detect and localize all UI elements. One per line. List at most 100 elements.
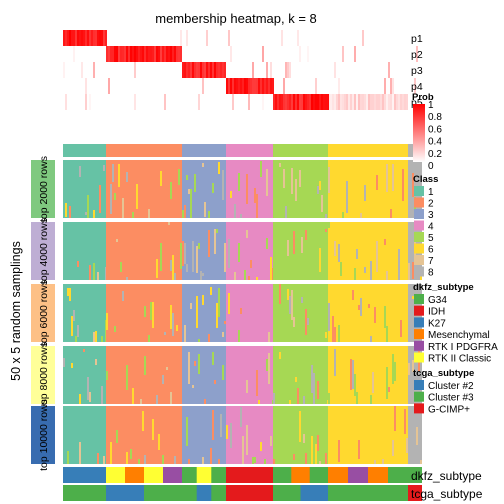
prob-cell — [283, 94, 285, 110]
heatmap-noise-cell — [295, 179, 297, 201]
prob-cell — [93, 62, 95, 78]
heatmap-noise-cell — [69, 206, 71, 218]
prob-cell — [200, 62, 202, 78]
heatmap-noise-cell — [198, 243, 200, 249]
prob-cell — [390, 78, 392, 94]
tcga-legend-title: tcga_subtype — [413, 368, 474, 379]
prob-cell — [281, 94, 283, 110]
dkfz-annotation-cell — [163, 467, 182, 483]
prob-cell — [394, 94, 396, 110]
heatmap-noise-cell — [101, 386, 103, 404]
prob-cell — [198, 94, 200, 110]
prob-cell — [132, 46, 134, 62]
heatmap-noise-cell — [103, 456, 105, 464]
heatmap-group-3 — [63, 284, 422, 342]
heatmap-noise-cell — [142, 411, 144, 431]
heatmap-noise-cell — [305, 230, 307, 240]
heatmap-noise-cell — [250, 260, 252, 268]
prob-cell — [248, 94, 250, 110]
heatmap-noise-cell — [222, 332, 224, 337]
heatmap-noise-cell — [106, 371, 108, 380]
prob-cell — [63, 62, 65, 78]
dkfz-legend-swatch — [414, 352, 424, 363]
heatmap-noise-cell — [83, 349, 85, 352]
heatmap-noise-cell — [148, 335, 150, 342]
heatmap-noise-cell — [264, 459, 266, 464]
prob-legend-tick: 0.6 — [428, 124, 442, 135]
heatmap-noise-cell — [273, 393, 275, 404]
heatmap-noise-cell — [392, 354, 394, 384]
heatmap-block-6 — [328, 284, 408, 342]
prob-cell — [250, 78, 252, 94]
heatmap-noise-cell — [126, 277, 128, 280]
heatmap-block-3 — [182, 222, 226, 280]
heatmap-noise-cell — [400, 259, 402, 269]
dkfz-legend-label: G34 — [428, 295, 447, 306]
heatmap-block-1 — [63, 346, 106, 404]
prob-cell — [186, 62, 188, 78]
heatmap-noise-cell — [256, 194, 258, 218]
prob-cell — [242, 78, 244, 94]
prob-cell — [342, 46, 344, 62]
heatmap-noise-cell — [132, 388, 134, 404]
prob-cell — [252, 78, 254, 94]
heatmap-noise-cell — [299, 411, 301, 442]
heatmap-block-5 — [273, 222, 328, 280]
heatmap-noise-cell — [287, 240, 289, 256]
prob-track-label-p1: p1 — [411, 33, 423, 45]
prob-track-p3 — [63, 62, 390, 78]
heatmap-noise-cell — [295, 377, 297, 382]
heatmap-noise-cell — [291, 168, 293, 194]
heatmap-noise-cell — [170, 392, 172, 404]
prob-cell — [168, 46, 170, 62]
prob-cell — [380, 94, 382, 110]
prob-cell — [220, 62, 222, 78]
heatmap-noise-cell — [325, 229, 327, 232]
heatmap-noise-cell — [268, 353, 270, 384]
heatmap-noise-cell — [340, 262, 342, 276]
prob-track-label-p2: p2 — [411, 49, 423, 61]
prob-cell — [216, 62, 218, 78]
heatmap-noise-cell — [230, 423, 232, 448]
prob-cell — [79, 30, 81, 46]
class-strip-4 — [226, 144, 273, 157]
dkfz-legend-label: RTK II Classic — [428, 354, 491, 365]
prob-cell — [164, 46, 166, 62]
heatmap-noise-cell — [186, 417, 188, 446]
heatmap-noise-cell — [150, 302, 152, 320]
heatmap-noise-cell — [212, 352, 214, 365]
prob-cell — [75, 30, 77, 46]
prob-cell — [140, 46, 142, 62]
heatmap-noise-cell — [364, 267, 366, 273]
class-legend-swatch-2 — [414, 197, 424, 208]
tcga-annotation-cell — [106, 485, 144, 501]
heatmap-noise-cell — [75, 336, 77, 342]
heatmap-noise-cell — [352, 290, 354, 300]
heatmap-noise-cell — [408, 363, 410, 375]
heatmap-noise-cell — [256, 277, 258, 280]
prob-cell — [362, 30, 364, 46]
heatmap-noise-cell — [166, 367, 168, 370]
heatmap-noise-cell — [342, 212, 344, 218]
heatmap-noise-cell — [358, 305, 360, 310]
legends: Prob10.80.60.40.20Class12345678dkfz_subt… — [412, 92, 498, 415]
prob-cell — [268, 78, 270, 94]
class-legend-swatch-3 — [414, 209, 424, 219]
prob-cell — [192, 62, 194, 78]
prob-cell — [384, 78, 386, 94]
heatmap-noise-cell — [120, 437, 122, 452]
heatmap-noise-cell — [97, 453, 99, 464]
heatmap-block-4 — [226, 222, 273, 280]
heatmap-noise-cell — [307, 318, 309, 325]
heatmap-noise-cell — [77, 325, 79, 337]
heatmap-noise-cell — [338, 440, 340, 462]
prob-cell — [218, 62, 220, 78]
prob-cell — [172, 46, 174, 62]
prob-track-label-p3: p3 — [411, 65, 423, 77]
y-axis-label: 50 x 5 random samplings — [9, 241, 23, 381]
prob-cell — [307, 94, 309, 110]
heatmap-noise-cell — [128, 386, 130, 389]
prob-track-p5 — [65, 94, 408, 110]
prob-cell — [332, 94, 334, 110]
